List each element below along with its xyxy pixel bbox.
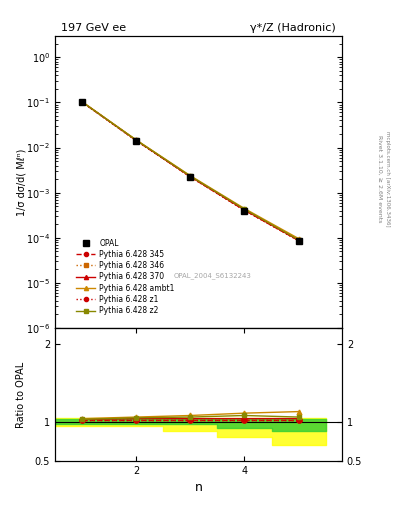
Pythia 6.428 370	[188, 174, 193, 180]
Pythia 6.428 346	[80, 99, 84, 105]
Pythia 6.428 z2	[242, 206, 247, 212]
Pythia 6.428 z1	[242, 207, 247, 214]
Pythia 6.428 z1	[80, 99, 84, 105]
Text: OPAL_2004_S6132243: OPAL_2004_S6132243	[174, 272, 252, 279]
Pythia 6.428 345	[80, 99, 84, 105]
Pythia 6.428 ambt1	[188, 173, 193, 179]
Text: mcplots.cern.ch [arXiv:1306.3436]: mcplots.cern.ch [arXiv:1306.3436]	[385, 132, 389, 227]
Line: Pythia 6.428 370: Pythia 6.428 370	[80, 99, 301, 243]
Pythia 6.428 345	[188, 174, 193, 180]
Pythia 6.428 346	[296, 238, 301, 244]
Pythia 6.428 z1	[134, 138, 139, 144]
Line: Pythia 6.428 ambt1: Pythia 6.428 ambt1	[80, 99, 301, 241]
Pythia 6.428 z2	[188, 173, 193, 179]
Pythia 6.428 346	[134, 138, 139, 144]
X-axis label: n: n	[195, 481, 202, 494]
Text: Rivet 3.1.10, ≥ 2.6M events: Rivet 3.1.10, ≥ 2.6M events	[377, 136, 382, 223]
Pythia 6.428 370	[134, 137, 139, 143]
Line: Pythia 6.428 z2: Pythia 6.428 z2	[80, 99, 301, 242]
Line: Pythia 6.428 346: Pythia 6.428 346	[80, 100, 301, 243]
Pythia 6.428 z2	[296, 237, 301, 243]
Pythia 6.428 z2	[134, 137, 139, 143]
Y-axis label: 1/σ dσ/d( Mℓⁿ): 1/σ dσ/d( Mℓⁿ)	[17, 148, 26, 216]
Pythia 6.428 ambt1	[80, 99, 84, 105]
Pythia 6.428 370	[80, 99, 84, 105]
Y-axis label: Ratio to OPAL: Ratio to OPAL	[17, 361, 26, 428]
Pythia 6.428 ambt1	[134, 137, 139, 143]
Pythia 6.428 370	[242, 207, 247, 213]
Text: 197 GeV ee: 197 GeV ee	[61, 23, 126, 33]
Legend: OPAL, Pythia 6.428 345, Pythia 6.428 346, Pythia 6.428 370, Pythia 6.428 ambt1, : OPAL, Pythia 6.428 345, Pythia 6.428 346…	[73, 236, 178, 318]
Pythia 6.428 z2	[80, 99, 84, 105]
Pythia 6.428 z1	[188, 174, 193, 180]
Text: γ*/Z (Hadronic): γ*/Z (Hadronic)	[250, 23, 336, 33]
Pythia 6.428 ambt1	[242, 205, 247, 211]
Pythia 6.428 345	[296, 238, 301, 244]
Pythia 6.428 345	[242, 207, 247, 214]
Pythia 6.428 370	[296, 237, 301, 243]
Pythia 6.428 346	[242, 207, 247, 214]
Line: Pythia 6.428 345: Pythia 6.428 345	[80, 100, 301, 243]
Pythia 6.428 z1	[296, 238, 301, 244]
Pythia 6.428 ambt1	[296, 236, 301, 242]
Pythia 6.428 346	[188, 174, 193, 180]
Pythia 6.428 345	[134, 138, 139, 144]
Line: Pythia 6.428 z1: Pythia 6.428 z1	[80, 100, 301, 243]
